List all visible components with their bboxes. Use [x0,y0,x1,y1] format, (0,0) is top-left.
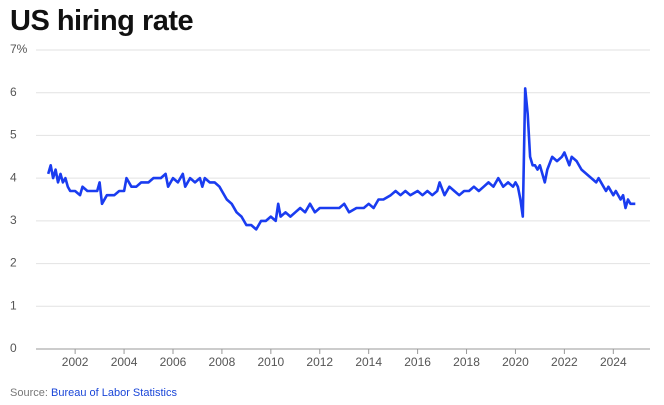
chart-title: US hiring rate [10,5,194,37]
x-tick-label: 2002 [62,355,89,369]
y-tick-label: 2 [10,256,17,270]
y-tick-label: 6 [10,85,17,99]
y-tick-label: 7% [10,42,28,56]
source-label: Source: [10,387,48,399]
y-tick-label: 3 [10,213,17,227]
x-tick-label: 2008 [209,355,236,369]
y-tick-label: 0 [10,341,17,355]
x-tick-label: 2014 [355,355,382,369]
x-tick-label: 2024 [600,355,627,369]
x-tick-label: 2022 [551,355,578,369]
x-tick-label: 2020 [502,355,529,369]
x-tick-label: 2016 [404,355,431,369]
x-tick-label: 2010 [257,355,284,369]
line [46,87,636,231]
x-tick-label: 2006 [160,355,187,369]
y-tick-label: 4 [10,170,17,184]
x-tick-label: 2004 [111,355,138,369]
x-tick-label: 2012 [306,355,333,369]
y-tick-label: 5 [10,128,17,142]
y-tick-label: 1 [10,298,17,312]
x-tick-label: 2018 [453,355,480,369]
source: Source: Bureau of Labor Statistics [10,387,177,399]
source-link[interactable]: Bureau of Labor Statistics [50,387,177,399]
